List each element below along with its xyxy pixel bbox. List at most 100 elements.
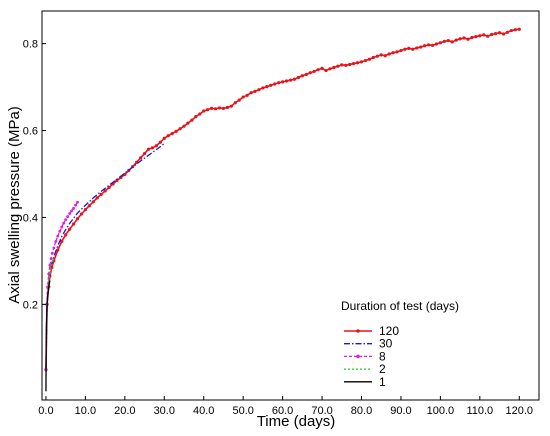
data-point — [328, 67, 332, 71]
data-point — [434, 42, 439, 46]
data-point — [312, 69, 316, 74]
data-point — [74, 203, 77, 207]
data-point — [355, 61, 360, 65]
data-point — [324, 68, 328, 73]
x-tick-label: 50.0 — [232, 405, 253, 417]
x-tick-label: 110.0 — [466, 405, 493, 417]
data-point — [296, 75, 300, 80]
series-line — [45, 201, 79, 370]
data-point — [66, 215, 70, 218]
data-point — [48, 263, 52, 267]
x-axis-ticks: 0.0 10.0 20.0 30.0 40.0 50.0 60.0 70.0 80.0 90.0 1… — [38, 396, 533, 417]
data-point — [352, 61, 356, 66]
data-point — [56, 248, 60, 252]
plot-frame — [41, 10, 540, 401]
data-point — [206, 108, 210, 112]
data-point — [245, 93, 249, 97]
legend-label: 120 — [379, 324, 399, 338]
data-point — [513, 28, 517, 32]
y-tick-label: 0.4 — [23, 212, 38, 224]
data-point — [411, 47, 415, 51]
data-point — [273, 82, 277, 86]
data-point — [182, 124, 186, 128]
data-point — [70, 209, 73, 213]
data-point — [142, 151, 147, 156]
data-point — [194, 115, 198, 119]
data-point — [49, 257, 53, 261]
data-point — [99, 192, 103, 197]
x-tick-label: 30.0 — [154, 405, 175, 417]
data-point — [383, 54, 387, 58]
data-point — [501, 32, 506, 36]
data-point — [474, 35, 478, 39]
data-point — [288, 78, 293, 82]
data-point — [225, 105, 229, 110]
legend-label: 30 — [379, 337, 393, 351]
data-point — [71, 222, 76, 226]
data-point — [52, 246, 56, 250]
data-point — [54, 239, 58, 243]
data-point — [284, 79, 289, 83]
data-point — [348, 62, 352, 67]
data-point — [320, 66, 324, 70]
x-tick-label: 40.0 — [193, 405, 214, 417]
x-tick-label: 60.0 — [272, 405, 293, 417]
data-point — [486, 34, 490, 38]
data-point — [50, 251, 54, 255]
x-tick-label: 120.0 — [506, 405, 534, 417]
data-point — [426, 43, 431, 47]
data-point — [281, 80, 285, 84]
data-point — [253, 89, 257, 94]
data-point — [450, 40, 454, 44]
data-point — [56, 234, 60, 238]
legend-item: 1 — [344, 375, 386, 389]
data-point — [363, 58, 368, 63]
data-point — [68, 212, 72, 215]
data-point — [95, 196, 99, 200]
y-axis-title: Axial swelling pressure (MPa) — [6, 106, 23, 304]
data-point — [221, 106, 226, 110]
data-point — [466, 37, 470, 41]
series-line — [45, 280, 51, 392]
series-8-days — [44, 200, 79, 371]
data-point — [75, 217, 80, 221]
legend-item: 30 — [344, 337, 393, 351]
y-tick-label: 0.6 — [23, 126, 38, 138]
series-120-days — [44, 27, 521, 372]
data-point — [454, 38, 458, 42]
data-point — [60, 239, 64, 243]
data-point — [375, 54, 379, 58]
plot-area: 0.0 10.0 20.0 30.0 40.0 50.0 60.0 70.0 80.0 90.0 1… — [23, 10, 540, 417]
data-point — [332, 65, 336, 70]
data-point — [407, 46, 411, 50]
data-point — [233, 101, 237, 105]
x-tick-label: 0.0 — [38, 405, 53, 417]
data-point — [91, 200, 95, 204]
data-point — [213, 107, 218, 111]
series-1-days — [45, 280, 51, 392]
data-point — [379, 53, 383, 57]
legend-marker — [356, 354, 360, 359]
data-point — [150, 146, 155, 150]
data-point — [72, 206, 75, 210]
y-axis-ticks: 0.2 0.4 0.6 0.8 — [23, 39, 46, 311]
data-point — [68, 227, 72, 231]
series-30-days — [45, 143, 165, 370]
data-point — [60, 225, 64, 229]
data-point — [308, 71, 312, 75]
data-point — [217, 106, 222, 110]
data-point — [438, 41, 442, 45]
data-point — [316, 68, 320, 72]
data-point — [162, 136, 166, 140]
series-layer — [44, 27, 521, 392]
data-point — [505, 30, 510, 34]
data-point — [509, 28, 513, 33]
data-point — [64, 233, 68, 237]
legend-item: 2 — [344, 362, 386, 376]
y-tick-label: 0.8 — [23, 39, 38, 51]
data-point — [292, 77, 297, 81]
data-point — [304, 72, 308, 77]
x-axis-title: Time (days) — [257, 413, 336, 430]
data-point — [371, 55, 375, 60]
